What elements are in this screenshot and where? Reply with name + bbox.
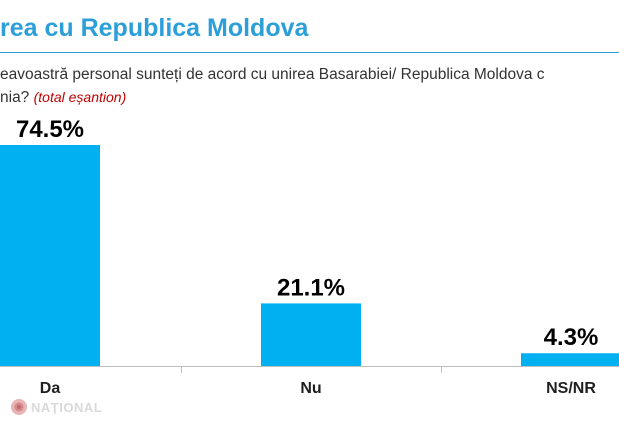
watermark-logo: NAȚIONAL	[10, 398, 102, 416]
labels-layer: 74.5% Da 21.1% Nu 4.3% NS/NR	[16, 116, 598, 397]
survey-question: eavoastră personal sunteți de acord cu u…	[0, 64, 619, 109]
title-divider	[0, 52, 619, 53]
chart-title: rea cu Republica Moldova	[0, 14, 309, 42]
data-label: 21.1%	[277, 274, 345, 301]
axis-layer	[0, 366, 619, 373]
bar-nu	[261, 303, 361, 366]
question-line-1: eavoastră personal sunteți de acord cu u…	[0, 66, 545, 83]
category-label: Da	[40, 380, 61, 397]
data-label: 4.3%	[544, 324, 599, 351]
bar-da	[0, 145, 100, 366]
watermark-text: NAȚIONAL	[31, 399, 103, 415]
rose-icon	[11, 399, 27, 415]
bars-layer	[0, 145, 619, 366]
bar-ns-nr	[521, 353, 619, 366]
category-label: NS/NR	[546, 380, 596, 397]
data-label: 74.5%	[16, 116, 84, 143]
category-label: Nu	[300, 380, 321, 397]
sample-note: (total eșantion)	[33, 89, 127, 105]
question-line-2-text: nia?	[0, 89, 30, 106]
question-line-2: nia? (total eșantion)	[0, 86, 619, 109]
